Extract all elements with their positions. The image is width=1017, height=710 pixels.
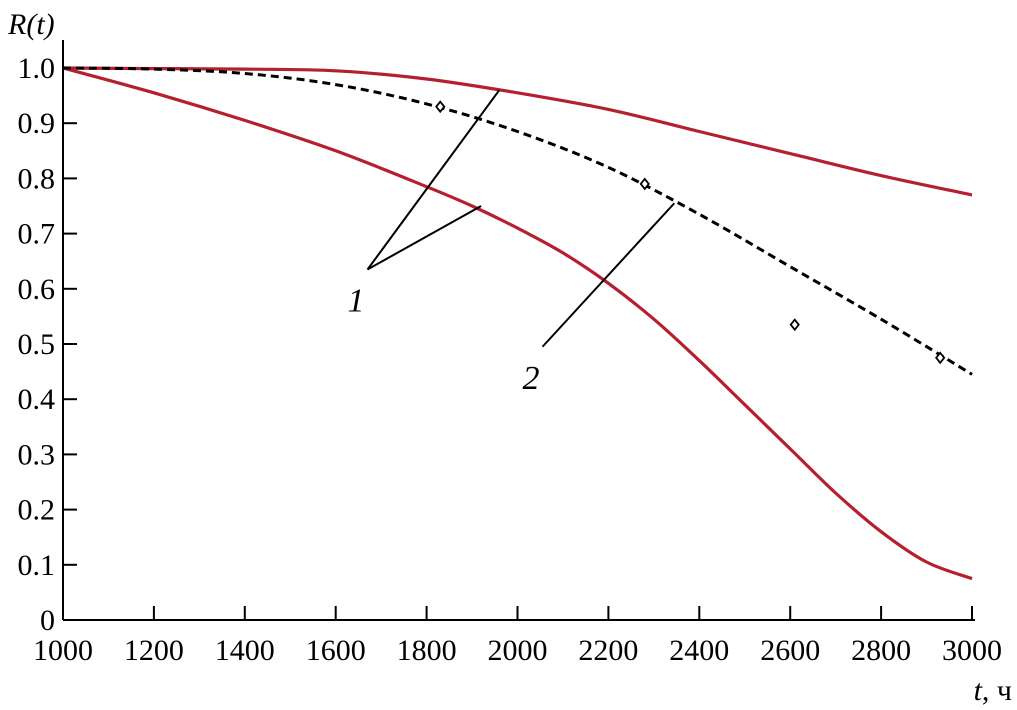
x-axis-variable: t <box>974 674 983 707</box>
x-tick-label: 1200 <box>124 634 184 667</box>
x-tick-label: 2000 <box>488 634 548 667</box>
series-line-lower <box>62 66 973 581</box>
x-axis-label: t, ч <box>974 674 1012 707</box>
y-tick-label: 0.6 <box>18 273 56 306</box>
y-tick-label: 0.9 <box>18 107 56 140</box>
curve-label-2: 2 <box>522 360 539 397</box>
y-tick-label: 0.1 <box>18 549 56 582</box>
data-marker <box>639 177 650 191</box>
x-tick-label: 3000 <box>942 634 1002 667</box>
y-axis-label: R(t) <box>7 8 55 41</box>
x-tick-label: 1000 <box>33 634 93 667</box>
ticks: 1000 1200 1400 1600 1800 2000 2200 2400 2600 2800… <box>18 52 1003 667</box>
y-tick-label: 0.2 <box>18 494 56 527</box>
x-tick-label: 2200 <box>578 634 638 667</box>
y-tick-label: 0.5 <box>18 328 56 361</box>
x-tick-label: 1600 <box>306 634 366 667</box>
x-tick-label: 1400 <box>215 634 275 667</box>
annotations: 12 <box>348 89 676 397</box>
axes <box>62 40 975 621</box>
curve-label-1: 1 <box>348 282 365 319</box>
y-tick-label: 0.3 <box>18 438 56 471</box>
x-tick-label: 2400 <box>669 634 729 667</box>
series-line-dashed <box>62 66 973 376</box>
annotation-leader <box>367 205 482 271</box>
x-tick-label: 2600 <box>760 634 820 667</box>
y-tick-label: 0.8 <box>18 162 56 195</box>
data-marker <box>435 100 446 114</box>
data-marker <box>935 351 946 365</box>
x-tick-label: 1800 <box>397 634 457 667</box>
y-tick-label: 0.7 <box>18 218 56 251</box>
annotation-leader <box>541 202 676 348</box>
x-tick-label: 2800 <box>851 634 911 667</box>
series-line-upper <box>62 66 973 197</box>
x-axis-unit: , ч <box>982 674 1012 707</box>
y-tick-label: 1.0 <box>18 52 56 85</box>
annotation-leader <box>366 89 501 271</box>
data-marker <box>789 318 800 332</box>
y-tick-label: 0 <box>40 604 55 637</box>
series <box>62 66 973 581</box>
y-tick-label: 0.4 <box>18 383 56 416</box>
